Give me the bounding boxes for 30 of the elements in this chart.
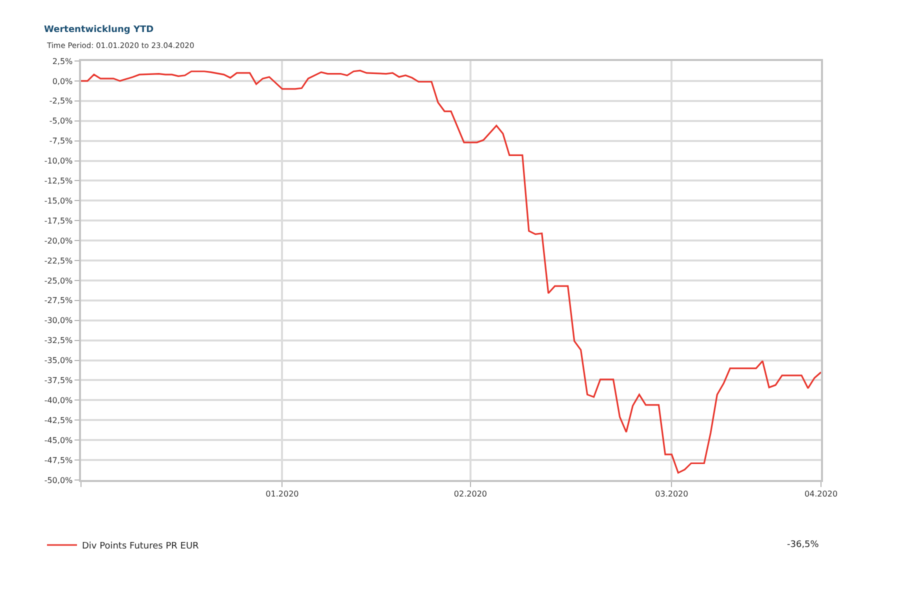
y-tick-label: -27,5% — [44, 296, 74, 306]
y-tick-label: 2,5% — [52, 56, 74, 66]
y-tick-label: -30,0% — [44, 316, 74, 326]
x-tick-label: 02.2020 — [454, 489, 488, 498]
y-tick-label: -5,0% — [49, 116, 74, 126]
chart-title: Wertentwicklung YTD — [44, 25, 154, 36]
y-tick-label: -32,5% — [44, 336, 74, 346]
x-tick-label: 04.2020 — [804, 489, 838, 498]
y-tick-label: -15,0% — [44, 196, 74, 206]
y-tick-label: -35,0% — [44, 356, 74, 366]
y-tick-label: -47,5% — [44, 456, 74, 465]
y-tick-label: -20,0% — [44, 236, 74, 246]
x-tick-label: 01.2020 — [266, 489, 299, 498]
y-tick-label: -40,0% — [44, 396, 74, 405]
y-tick-label: -25,0% — [44, 276, 74, 286]
y-tick-label: -22,5% — [44, 256, 74, 266]
y-tick-label: -7,5% — [49, 136, 74, 146]
legend-label: Div Points Futures PR EUR — [82, 542, 199, 552]
text: -36,5% — [787, 540, 820, 550]
x-tick-label: 03.2020 — [655, 489, 688, 498]
line-series — [81, 70, 821, 474]
y-tick-label: -42,5% — [44, 416, 74, 425]
y-tick-label: -10,0% — [44, 156, 74, 166]
y-tick-label: -12,5% — [44, 176, 74, 186]
y-tick-label: -17,5% — [44, 216, 74, 226]
y-tick-label: -45,0% — [44, 436, 74, 445]
y-tick-label: 0,0% — [52, 76, 74, 86]
y-tick-label: -2,5% — [49, 96, 74, 106]
y-tick-label: -50,0% — [44, 476, 74, 485]
y-tick-label: -37,5% — [44, 376, 74, 386]
